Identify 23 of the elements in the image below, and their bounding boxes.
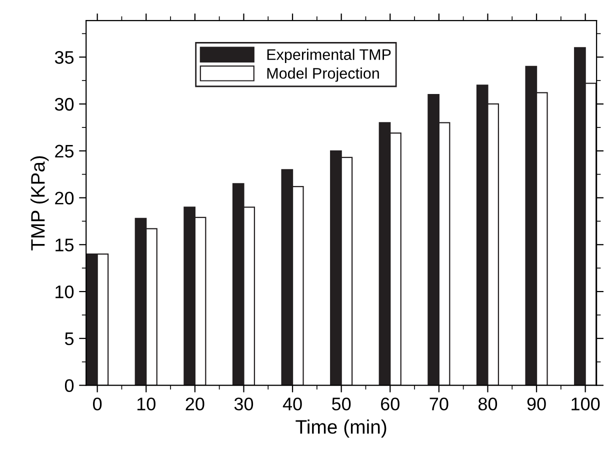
x-tick-label: 70 <box>430 398 448 410</box>
x-tick-label: 20 <box>186 398 204 410</box>
y-tick-label: 30 <box>54 98 74 111</box>
legend-label: Experimental TMP <box>267 48 391 64</box>
x-tick-label: 40 <box>282 398 302 410</box>
x-tick-label: 100 <box>572 398 600 410</box>
y-axis-title: TMP (KPa) <box>30 156 49 250</box>
y-tick-label: 10 <box>56 285 74 298</box>
x-tick-label: 90 <box>527 398 546 410</box>
x-tick-label: 10 <box>137 398 156 410</box>
y-tick-label: 15 <box>56 238 74 252</box>
x-tick-label: 50 <box>332 398 351 410</box>
x-tick-label: 30 <box>234 398 254 410</box>
y-tick-label: 35 <box>54 51 74 64</box>
y-tick-label: 20 <box>55 192 74 204</box>
y-tick-label: 5 <box>64 332 74 346</box>
x-axis-title: Time (min) <box>296 420 386 438</box>
x-tick-label: 80 <box>478 398 498 410</box>
y-tick-label: 0 <box>64 379 74 392</box>
legend-label: Model Projection <box>267 68 379 82</box>
x-tick-label: 60 <box>381 398 400 410</box>
y-tick-label: 25 <box>55 144 74 158</box>
x-tick-label: 0 <box>93 398 102 410</box>
